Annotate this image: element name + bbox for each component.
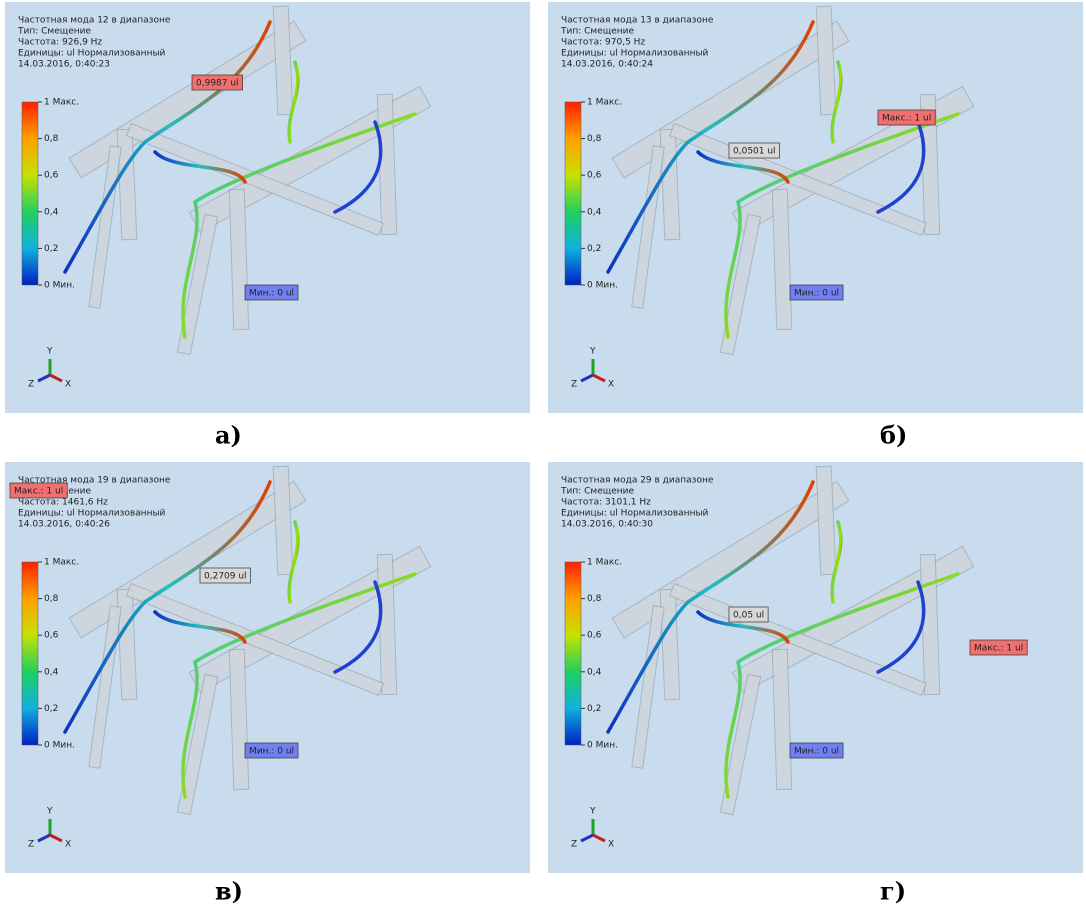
color-bar-label: 0,4	[587, 667, 602, 677]
probe-marker: 0,05 ul	[733, 611, 764, 621]
min-marker: Мин.: 0 ul	[249, 289, 294, 299]
beam	[281, 14, 285, 107]
color-bar-label: 0,2	[587, 244, 601, 254]
max-marker: Макс.: 1 ul	[974, 644, 1023, 654]
info-line: 14.03.2016, 0:40:30	[561, 520, 653, 530]
beam	[237, 197, 241, 322]
probe-marker: 0,2709 ul	[204, 572, 247, 582]
color-bar	[565, 102, 581, 285]
beam	[125, 137, 129, 232]
color-bar-label: 0,2	[44, 244, 58, 254]
axis-label-x: X	[608, 380, 614, 390]
info-line: Частота: 970,5 Hz	[561, 38, 645, 48]
info-line: 14.03.2016, 0:40:23	[18, 60, 110, 70]
color-bar-label: 0,4	[587, 207, 602, 217]
color-bar	[565, 562, 581, 745]
beam	[668, 597, 672, 692]
color-bar	[22, 562, 38, 745]
beam	[780, 657, 784, 782]
axis-label-x: X	[65, 840, 71, 850]
beam	[237, 657, 241, 782]
beam	[385, 562, 389, 687]
axis-label-z: Z	[571, 840, 577, 850]
info-line: Частотная мода 13 в диапазоне	[561, 16, 714, 26]
max-marker: 0,9987 ul	[196, 79, 239, 89]
axis-label-y: Y	[589, 347, 596, 357]
info-line: 14.03.2016, 0:40:26	[18, 520, 110, 530]
color-bar-label: 1 Макс.	[44, 558, 79, 568]
axis-label-x: X	[65, 380, 71, 390]
axis-label-y: Y	[589, 807, 596, 817]
color-bar-label: 0,8	[44, 134, 59, 144]
beam	[780, 197, 784, 322]
axis-label-y: Y	[46, 807, 53, 817]
color-bar-label: 0,8	[587, 594, 602, 604]
info-line: Частотная мода 12 в диапазоне	[18, 16, 171, 26]
beam	[668, 137, 672, 232]
max-marker: Макс.: 1 ul	[882, 114, 931, 124]
color-bar-label: 0,4	[44, 667, 59, 677]
axis-label-y: Y	[46, 347, 53, 357]
info-line: Единицы: ul Нормализованный	[561, 49, 709, 59]
panel-caption: б)	[880, 421, 907, 450]
max-marker: Макс.: 1 ul	[14, 487, 63, 497]
panel-caption: г)	[880, 877, 906, 906]
info-line: Частотная мода 29 в диапазоне	[561, 476, 714, 486]
info-line: Тип: Смещение	[560, 487, 634, 497]
beam	[928, 562, 932, 687]
color-bar-label: 1 Макс.	[587, 558, 622, 568]
info-line: Тип: Смещение	[560, 27, 634, 37]
info-line: 14.03.2016, 0:40:24	[561, 60, 653, 70]
color-bar-label: 0,2	[44, 704, 58, 714]
panel-caption: в)	[215, 877, 243, 906]
beam	[281, 474, 285, 567]
info-line: Единицы: ul Нормализованный	[18, 509, 166, 519]
figure: Частотная мода 12 в диапазонеТип: Смещен…	[0, 0, 1086, 908]
color-bar-label: 0,8	[44, 594, 59, 604]
probe-marker: 0,0501 ul	[733, 147, 776, 157]
axis-label-z: Z	[28, 380, 34, 390]
axis-label-z: Z	[28, 840, 34, 850]
color-bar-label: 0,6	[44, 171, 59, 181]
min-marker: Мин.: 0 ul	[794, 747, 839, 757]
beam	[125, 597, 129, 692]
color-bar-label: 1 Макс.	[44, 98, 79, 108]
color-bar-label: 0,4	[44, 207, 59, 217]
color-bar-label: 1 Макс.	[587, 98, 622, 108]
color-bar-label: 0 Мин.	[587, 741, 618, 751]
color-bar	[22, 102, 38, 285]
color-bar-label: 0,8	[587, 134, 602, 144]
color-bar-label: 0 Мин.	[587, 281, 618, 291]
info-line: Частота: 3101,1 Hz	[561, 498, 651, 508]
panel-caption: а)	[215, 421, 242, 450]
info-line: Тип: Смещение	[17, 27, 91, 37]
beam	[824, 14, 828, 107]
info-line: Частота: 1461,6 Hz	[18, 498, 108, 508]
color-bar-label: 0,6	[44, 631, 59, 641]
info-line: Единицы: ul Нормализованный	[18, 49, 166, 59]
result-panel: Частотная мода 29 в диапазонеТип: Смещен…	[548, 462, 1083, 873]
min-marker: Мин.: 0 ul	[249, 747, 294, 757]
beam	[824, 474, 828, 567]
info-line: Частота: 926,9 Hz	[18, 38, 102, 48]
color-bar-label: 0,2	[587, 704, 601, 714]
color-bar-label: 0,6	[587, 171, 602, 181]
color-bar-label: 0 Мин.	[44, 281, 75, 291]
color-bar-label: 0 Мин.	[44, 741, 75, 751]
min-marker: Мин.: 0 ul	[794, 289, 839, 299]
color-bar-label: 0,6	[587, 631, 602, 641]
info-line: Единицы: ul Нормализованный	[561, 509, 709, 519]
beam	[385, 102, 389, 227]
axis-label-z: Z	[571, 380, 577, 390]
axis-label-x: X	[608, 840, 614, 850]
